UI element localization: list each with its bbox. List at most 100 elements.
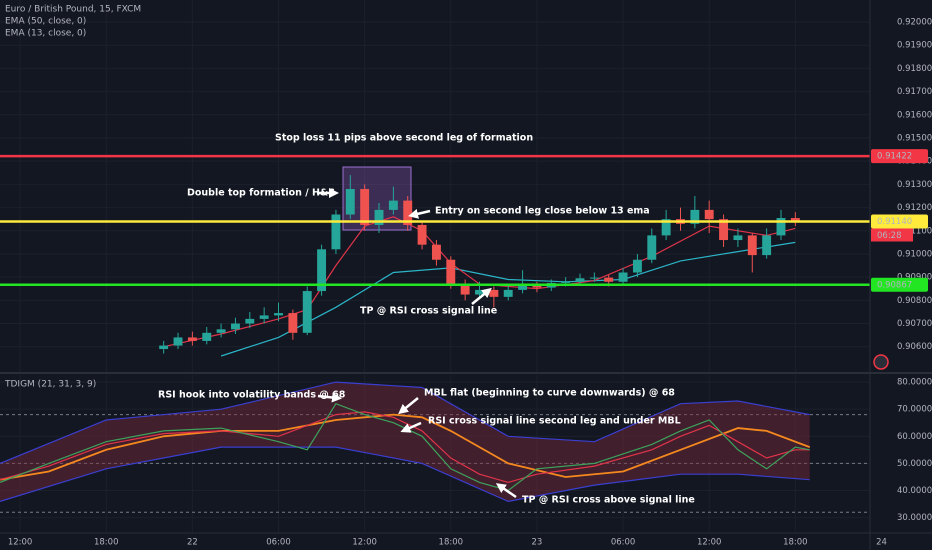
candle-body xyxy=(259,315,269,319)
annotation: Entry on second leg close below 13 ema xyxy=(435,206,650,217)
x-tick-label: 12:00 xyxy=(8,538,33,548)
x-tick-label: 22 xyxy=(187,538,198,548)
y-tick-label: 0.91800 xyxy=(897,64,932,74)
price-tag-label: 0.90867 xyxy=(877,280,912,290)
x-tick-label: 12:00 xyxy=(697,538,722,548)
candle-body xyxy=(719,219,729,241)
candle-body xyxy=(518,285,528,290)
annotation: Double top formation / H&S xyxy=(187,188,335,199)
y-tick-label: 0.91100 xyxy=(897,226,932,236)
candle-body xyxy=(790,218,800,222)
price-tag xyxy=(871,149,928,164)
arrow xyxy=(495,483,517,499)
candle-body xyxy=(187,337,197,341)
candle-body xyxy=(503,289,513,297)
y-tick-label: 0.91700 xyxy=(897,87,932,97)
legend-entry: EMA (13, close, 0) xyxy=(5,29,86,39)
countdown: 06:28 xyxy=(877,231,902,241)
candle-body xyxy=(345,189,355,215)
alert-icon[interactable] xyxy=(873,354,889,370)
annotation: TP @ RSI cross signal line xyxy=(360,306,497,317)
arrow xyxy=(408,208,431,219)
candle-body xyxy=(475,289,484,295)
x-tick-label: 12:00 xyxy=(352,538,377,548)
y-tick-label: 0.90900 xyxy=(897,273,932,283)
indicator-title: TDIGM (21, 31, 3, 9) xyxy=(4,380,96,390)
ema-line xyxy=(220,241,796,357)
candle-body xyxy=(661,219,671,236)
arrow xyxy=(471,287,492,305)
candle-body xyxy=(460,284,470,295)
grid xyxy=(0,0,870,532)
volatility-band xyxy=(0,446,810,503)
volatility-band-fill xyxy=(0,382,810,502)
candle-body xyxy=(173,337,183,346)
candle-body xyxy=(747,235,757,256)
price-tag-label: 0.91422 xyxy=(877,152,912,162)
candle-body xyxy=(403,200,413,225)
candle-body xyxy=(317,249,327,292)
axes: 12:00 18:00 22 06:00 12:00 18:00 23 06:00 12:00 1… xyxy=(8,18,932,548)
candle-body xyxy=(360,189,370,225)
y-tick-label: 0.91000 xyxy=(897,249,932,259)
x-tick-label: 18:00 xyxy=(783,538,808,548)
candle-body xyxy=(159,345,169,350)
y-tick-label: 0.90800 xyxy=(897,296,932,306)
candle-body xyxy=(762,235,772,256)
candle-body xyxy=(776,218,786,236)
candle-body xyxy=(589,277,599,279)
candle-body xyxy=(302,291,312,333)
annotation: Stop loss 11 pips above second leg of fo… xyxy=(275,133,533,144)
candle-body xyxy=(532,285,542,288)
price-tag-label: 0.91140 xyxy=(877,217,912,227)
y-tick-label: 0.91200 xyxy=(897,203,932,213)
candle-body xyxy=(202,332,212,341)
countdown-tag xyxy=(871,228,913,242)
candle-body xyxy=(417,224,427,245)
y-tick-label: 0.91900 xyxy=(897,41,932,51)
annotation: RSI cross signal line second leg and und… xyxy=(428,416,681,427)
candle-body xyxy=(733,235,743,241)
symbol-title: Euro / British Pound, 15, FXCM xyxy=(5,5,141,15)
candle-body xyxy=(245,318,255,324)
indicator-line xyxy=(0,402,810,492)
candle-body xyxy=(561,281,571,283)
candle-body xyxy=(446,259,456,285)
price-tag xyxy=(871,277,928,292)
candle-body xyxy=(216,329,226,333)
plot xyxy=(0,154,870,513)
y-tick-label: 0.91500 xyxy=(897,133,932,143)
y-tick-label: 0.90700 xyxy=(897,319,932,329)
annotation: TP @ RSI cross above signal line xyxy=(522,495,695,506)
x-tick-label: 06:00 xyxy=(266,538,291,548)
indicator-line xyxy=(0,411,810,484)
candle-body xyxy=(374,209,384,225)
arrow xyxy=(317,392,342,403)
candle-body xyxy=(604,277,614,282)
x-tick-label: 24 xyxy=(876,538,887,548)
arrow xyxy=(398,397,419,415)
annotation: MBL flat (beginning to curve downwards) … xyxy=(424,388,675,399)
candle-body xyxy=(575,278,585,282)
candle-body xyxy=(288,313,298,333)
y-tick-label: 0.91300 xyxy=(897,180,932,190)
candle-body xyxy=(489,289,499,297)
y-tick-label: 0.91600 xyxy=(897,110,932,120)
candle-body xyxy=(632,259,642,273)
candle-body xyxy=(690,209,700,224)
candle-body xyxy=(331,214,341,250)
y-tick-label: 0.92000 xyxy=(897,18,932,28)
legend-entry: EMA (50, close, 0) xyxy=(5,17,86,27)
indicator-line xyxy=(0,413,811,481)
candle-body xyxy=(647,235,657,260)
volatility-band xyxy=(0,381,810,464)
x-tick-label: 18:00 xyxy=(439,538,464,548)
candle-body xyxy=(274,313,283,316)
candle-body xyxy=(431,244,441,260)
candle-body xyxy=(230,323,240,330)
